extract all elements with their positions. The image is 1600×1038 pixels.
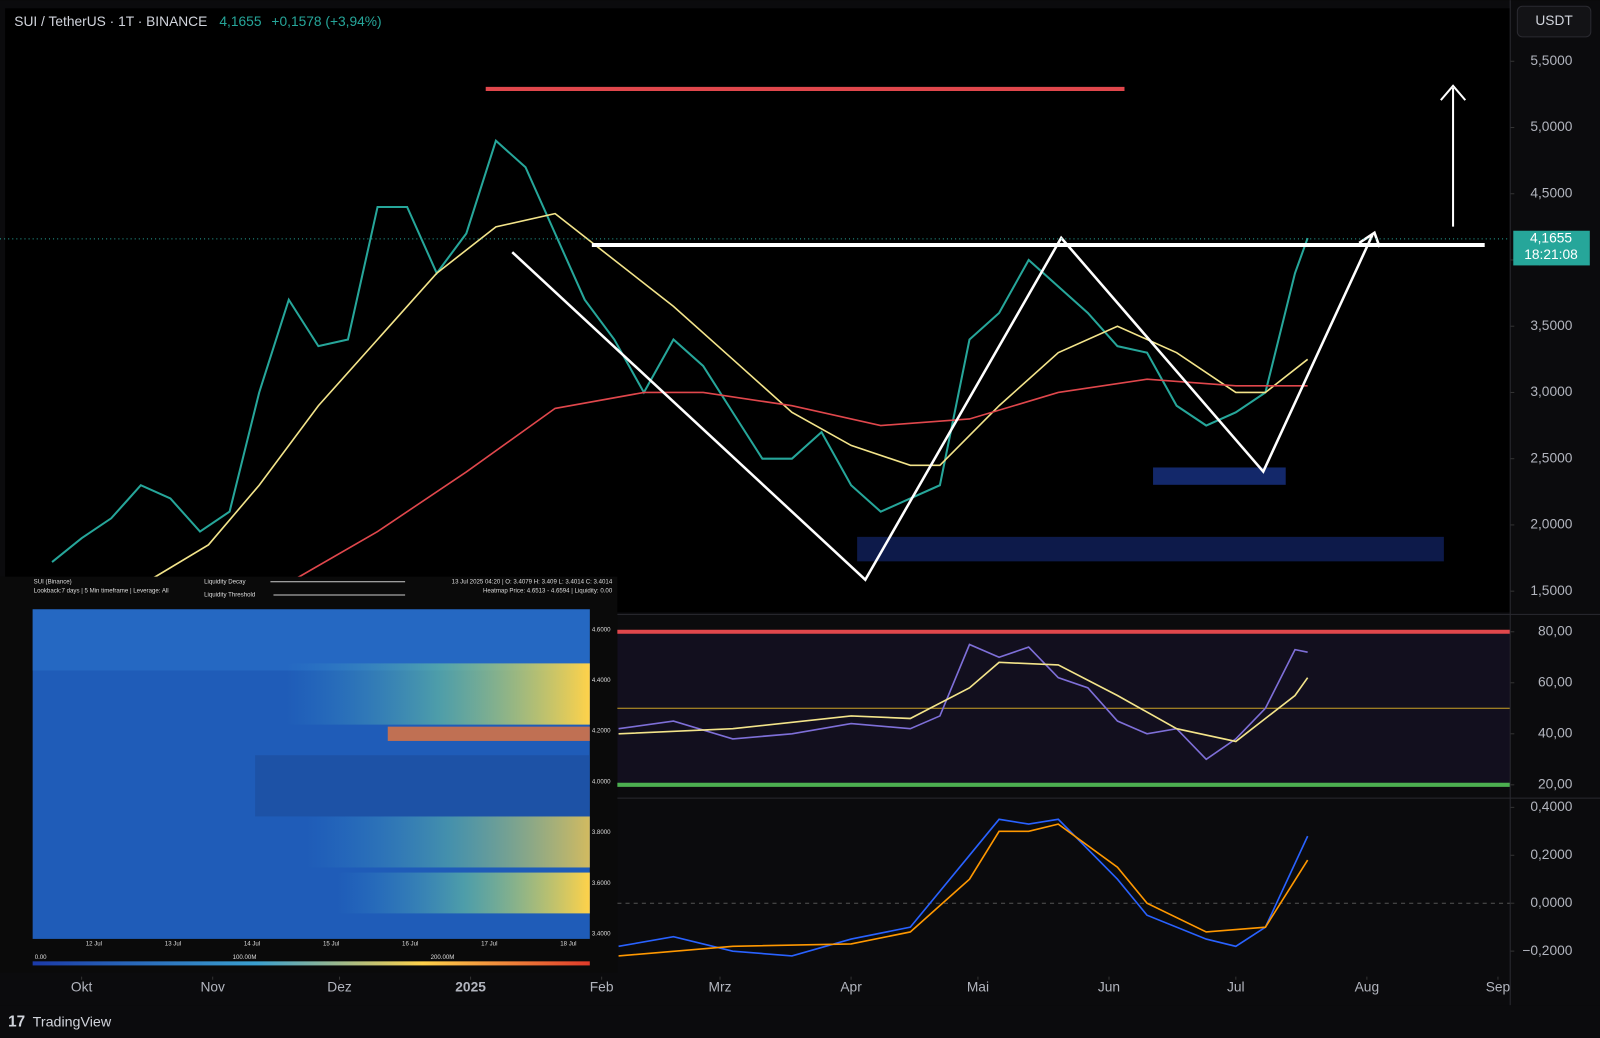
- x-tick-label: Nov: [200, 980, 225, 995]
- y-tick-label: 60,00: [1538, 674, 1573, 689]
- y-tick-label: 0,2000: [1530, 847, 1572, 862]
- brand: TradingView: [33, 1014, 112, 1030]
- x-tick-label: Mai: [967, 980, 989, 995]
- inset-y-label: 4.0000: [592, 778, 611, 785]
- y-tick-label: 20,00: [1538, 776, 1573, 791]
- heatmap-info: Heatmap Price: 4.6513 - 4.6594 | Liquidi…: [483, 588, 613, 595]
- price: 4,1655: [219, 14, 261, 29]
- zigzag: [511, 234, 1374, 582]
- y-tick-label: 4,5000: [1530, 185, 1572, 200]
- y-tick-label: −0,2000: [1522, 943, 1572, 958]
- price-pane: [5, 8, 1511, 613]
- inset-x-label: 12 Jul: [86, 941, 102, 948]
- footer: [0, 1005, 1600, 1038]
- y-tick-label: 5,5000: [1530, 53, 1572, 68]
- series-line: [618, 823, 1309, 957]
- x-tick-label: Sep: [1486, 980, 1511, 995]
- control-label[interactable]: Liquidity Decay: [204, 578, 246, 585]
- inset-x-label: 14 Jul: [244, 941, 260, 948]
- y-tick-label: 3,5000: [1530, 318, 1572, 333]
- y-tick-label: 1,5000: [1530, 583, 1572, 598]
- x-tick-label: Jul: [1227, 980, 1245, 995]
- countdown: 18:21:08: [1524, 247, 1578, 262]
- price-label: [1513, 230, 1590, 266]
- y-tick-label: 3,0000: [1530, 384, 1572, 399]
- ohlc: 13 Jul 2025 04:20 | O: 3.4079 H: 3.409 L…: [452, 578, 613, 585]
- inset-settings: Lookback:7 days | 5 Min timeframe | Leve…: [34, 588, 169, 595]
- x-tick-label: Mrz: [709, 980, 732, 995]
- inset-title: SUI (Binance): [34, 578, 72, 585]
- series-line: [618, 661, 1309, 743]
- y-tick-label: 2,0000: [1530, 517, 1572, 532]
- logo: 17: [8, 1014, 25, 1031]
- inset-x-label: 18 Jul: [560, 941, 576, 948]
- control-label[interactable]: Liquidity Threshold: [204, 592, 255, 599]
- inset-x-label: 13 Jul: [165, 941, 181, 948]
- x-tick-label: Jun: [1098, 980, 1120, 995]
- y-tick-label: 0,0000: [1530, 895, 1572, 910]
- demand-zone: [857, 536, 1444, 562]
- y-tick-label: 80,00: [1538, 623, 1573, 638]
- heatmap-band: [387, 726, 590, 741]
- colorbar: [32, 961, 590, 966]
- inset-x-label: 15 Jul: [323, 941, 339, 948]
- heatmap-band: [306, 816, 590, 868]
- colorbar-label: 200.00M: [431, 954, 455, 961]
- arrow-head: [1440, 84, 1467, 101]
- x-tick-label: Apr: [840, 980, 862, 995]
- change: +0,1578 (+3,94%): [271, 14, 381, 29]
- heatmap-band: [255, 755, 590, 817]
- inset-x-label: 16 Jul: [402, 941, 418, 948]
- series-line: [618, 818, 1309, 957]
- series-line: [153, 212, 1309, 579]
- currency-button[interactable]: [1516, 5, 1592, 38]
- colorbar-label: 0.00: [35, 954, 47, 961]
- series-line: [296, 378, 1308, 579]
- inset-y-label: 3.6000: [592, 880, 611, 887]
- y-tick-label: 2,5000: [1530, 450, 1572, 465]
- y-tick-label: 40,00: [1538, 725, 1573, 740]
- arrow-head: [1358, 230, 1381, 248]
- inset-y-label: 3.4000: [592, 931, 611, 938]
- inset-y-label: 3.8000: [592, 829, 611, 836]
- heatmap-inset: SUI (Binance) Lookback:7 days | 5 Min ti…: [0, 576, 618, 973]
- x-tick-label: 2025: [455, 980, 486, 995]
- inset-y-label: 4.2000: [592, 728, 611, 735]
- series-line: [51, 138, 1309, 563]
- currency[interactable]: USDT: [1535, 13, 1573, 28]
- inset-x-label: 17 Jul: [481, 941, 497, 948]
- symbol: SUI / TetherUS · 1T · BINANCE: [14, 14, 207, 29]
- x-tick-label: Okt: [71, 980, 93, 995]
- x-tick-label: Dez: [327, 980, 352, 995]
- series-line: [618, 643, 1308, 761]
- heatmap-band: [32, 609, 590, 671]
- y-tick-label: 5,0000: [1530, 119, 1572, 134]
- heatmap-band: [285, 663, 590, 725]
- colorbar-label: 100.00M: [233, 954, 257, 961]
- last-price: 4,1655: [1530, 231, 1572, 246]
- demand-zone: [1153, 467, 1286, 485]
- y-tick-label: 0,4000: [1530, 799, 1572, 814]
- x-tick-label: Feb: [590, 980, 614, 995]
- heatmap-band: [336, 872, 590, 914]
- x-tick-label: Aug: [1355, 980, 1380, 995]
- inset-y-label: 4.4000: [592, 677, 611, 684]
- inset-y-label: 4.6000: [592, 626, 611, 633]
